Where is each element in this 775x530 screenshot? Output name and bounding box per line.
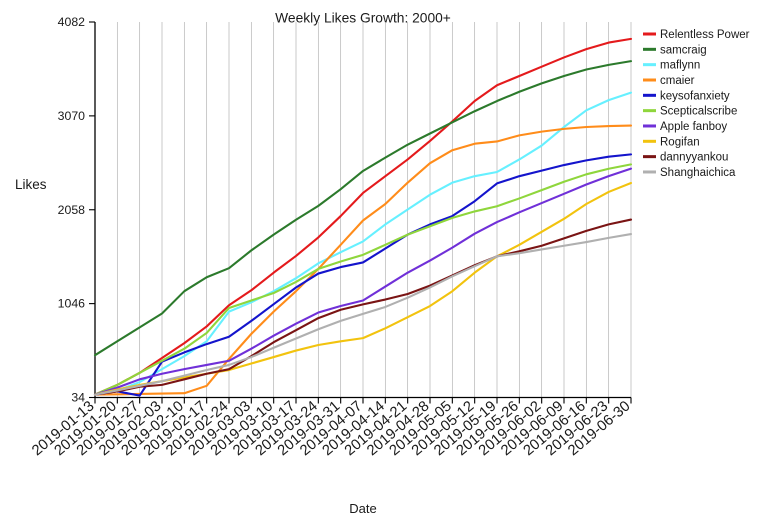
svg-text:keysofanxiety: keysofanxiety <box>660 90 730 102</box>
svg-text:4082: 4082 <box>58 15 86 29</box>
svg-text:maflynn: maflynn <box>660 60 700 72</box>
svg-text:3070: 3070 <box>58 109 86 123</box>
svg-text:Relentless Power: Relentless Power <box>660 29 750 41</box>
svg-text:Shanghaichica: Shanghaichica <box>660 167 736 179</box>
svg-text:cmaier: cmaier <box>660 75 695 87</box>
svg-text:dannyyankou: dannyyankou <box>660 152 728 164</box>
svg-text:2058: 2058 <box>58 203 86 217</box>
svg-text:Date: Date <box>349 501 376 516</box>
svg-text:Apple fanboy: Apple fanboy <box>660 121 727 133</box>
svg-text:Likes: Likes <box>15 177 47 192</box>
svg-text:1046: 1046 <box>58 297 86 311</box>
svg-text:Rogifan: Rogifan <box>660 136 700 148</box>
svg-text:Scepticalscribe: Scepticalscribe <box>660 106 737 118</box>
svg-text:samcraig: samcraig <box>660 44 707 56</box>
